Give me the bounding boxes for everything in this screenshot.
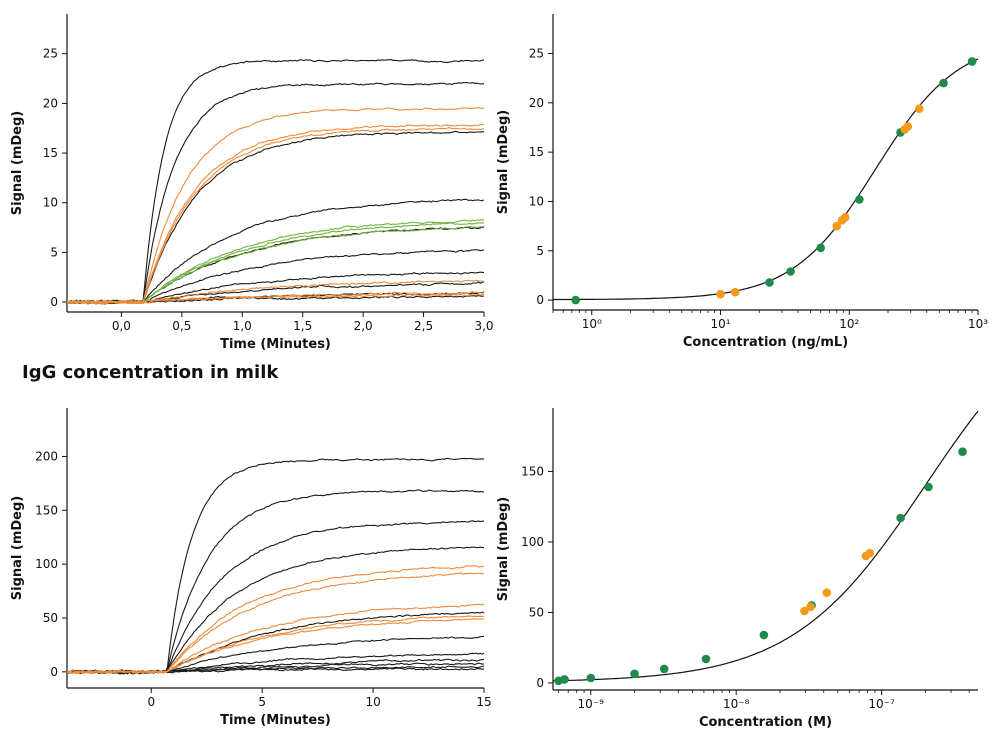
y-tick-label: 100: [521, 535, 544, 549]
orange-data-point: [903, 122, 913, 131]
green-data-point: [630, 669, 639, 679]
orange-trace: [66, 293, 485, 304]
green-trace: [66, 222, 485, 305]
black-trace: [66, 130, 485, 305]
y-tick-label: 0: [50, 295, 58, 309]
x-tick-label: 3,0: [474, 319, 493, 333]
green-trace: [66, 219, 485, 305]
x-axis-title: Time (Minutes): [220, 713, 331, 728]
orange-data-point: [730, 287, 740, 297]
y-tick-label: 0: [536, 676, 544, 690]
green-trace: [66, 225, 485, 305]
green-data-point: [958, 447, 967, 457]
orange-data-point: [915, 104, 924, 113]
orange-data-point: [840, 213, 850, 222]
black-trace: [66, 58, 485, 305]
orange-data-point: [806, 602, 815, 612]
x-tick-label: 10³: [968, 317, 988, 331]
y-axis-title: Signal (mDeg): [496, 497, 511, 601]
x-tick-label: 10⁻⁹: [578, 697, 605, 711]
y-axis-title: Signal (mDeg): [10, 496, 25, 600]
y-tick-label: 20: [43, 96, 58, 110]
orange-trace: [66, 565, 485, 675]
green-data-point: [560, 675, 569, 684]
fit-curve: [553, 58, 979, 301]
x-tick-label: 2,5: [414, 319, 433, 333]
y-tick-label: 0: [536, 293, 544, 307]
y-tick-label: 15: [43, 146, 58, 160]
x-axis-title: Concentration (M): [699, 715, 832, 730]
x-tick-label: 1,0: [233, 319, 252, 333]
calibration-chart-bottom: 10⁻⁹ 10⁻⁸ 10⁻⁷ 0 50 100 150 Concentration (M) Si…: [496, 408, 979, 730]
orange-trace: [66, 127, 485, 305]
y-axis-title: Signal (mDeg): [496, 110, 511, 214]
x-tick-label: 5: [258, 695, 266, 709]
x-tick-label: 0: [147, 695, 155, 709]
x-tick-label: 0,5: [172, 319, 191, 333]
green-data-point: [939, 78, 948, 88]
green-data-point: [701, 654, 711, 664]
x-tick-label: 10²: [839, 317, 859, 331]
fit-curve: [552, 410, 979, 682]
green-data-point: [765, 278, 774, 287]
y-tick-label: 200: [35, 449, 58, 463]
orange-trace: [66, 618, 485, 674]
x-tick-label: 1,5: [293, 319, 312, 333]
green-data-point: [896, 513, 905, 523]
green-data-point: [855, 195, 864, 204]
green-data-point: [586, 673, 596, 683]
black-trace: [66, 226, 485, 304]
orange-data-point: [865, 548, 875, 558]
section-title: IgG concentration in milk: [22, 362, 279, 383]
x-axis-title: Time (Minutes): [220, 337, 331, 352]
orange-trace: [66, 572, 485, 675]
black-trace: [66, 520, 485, 675]
x-tick-label: 10⁻⁸: [723, 697, 750, 711]
green-data-point: [786, 267, 795, 276]
y-tick-label: 25: [43, 47, 58, 61]
x-tick-label: 10¹: [710, 317, 730, 331]
green-data-point: [659, 664, 669, 674]
y-tick-label: 10: [529, 194, 544, 208]
y-tick-label: 20: [529, 96, 544, 110]
green-data-point: [571, 295, 580, 305]
x-tick-label: 10⁻⁷: [868, 697, 895, 711]
orange-data-point: [832, 221, 842, 231]
orange-trace: [66, 106, 485, 305]
green-data-point: [967, 57, 977, 66]
orange-data-point: [822, 588, 832, 597]
orange-trace: [66, 615, 484, 674]
green-data-point: [924, 482, 933, 492]
black-trace: [66, 546, 485, 675]
y-tick-label: 100: [35, 557, 58, 571]
black-trace: [66, 81, 484, 304]
y-axis-title: Signal (mDeg): [10, 111, 25, 215]
x-tick-label: 2,0: [354, 319, 373, 333]
x-tick-label: 15: [476, 695, 491, 709]
y-tick-label: 50: [529, 605, 544, 619]
y-tick-label: 150: [521, 464, 544, 478]
y-tick-label: 10: [43, 196, 58, 210]
orange-data-point: [800, 606, 809, 616]
kinetics-chart-top: 0,0 0,5 1,0 1,5 2,0 2,5 3,0 0 5 10 15 20 25 Time (Min…: [10, 14, 494, 352]
x-axis-title: Concentration (ng/mL): [683, 335, 848, 350]
y-tick-label: 50: [43, 611, 58, 625]
black-trace: [66, 489, 485, 674]
y-tick-label: 15: [529, 145, 544, 159]
green-data-point: [816, 243, 825, 253]
x-tick-label: 0,0: [112, 319, 131, 333]
green-data-point: [759, 630, 769, 640]
y-tick-label: 0: [50, 665, 58, 679]
y-tick-label: 5: [50, 245, 58, 259]
x-tick-label: 10: [365, 695, 380, 709]
orange-data-point: [716, 289, 725, 299]
y-tick-label: 150: [35, 503, 58, 517]
y-tick-label: 5: [536, 244, 544, 258]
calibration-chart-top: 10⁰ 10¹ 10² 10³ 0 5 10 15 20 25 Concentration (ng/…: [496, 14, 988, 350]
x-tick-label: 10⁰: [582, 317, 602, 331]
orange-trace: [66, 123, 485, 304]
y-tick-label: 25: [529, 46, 544, 60]
